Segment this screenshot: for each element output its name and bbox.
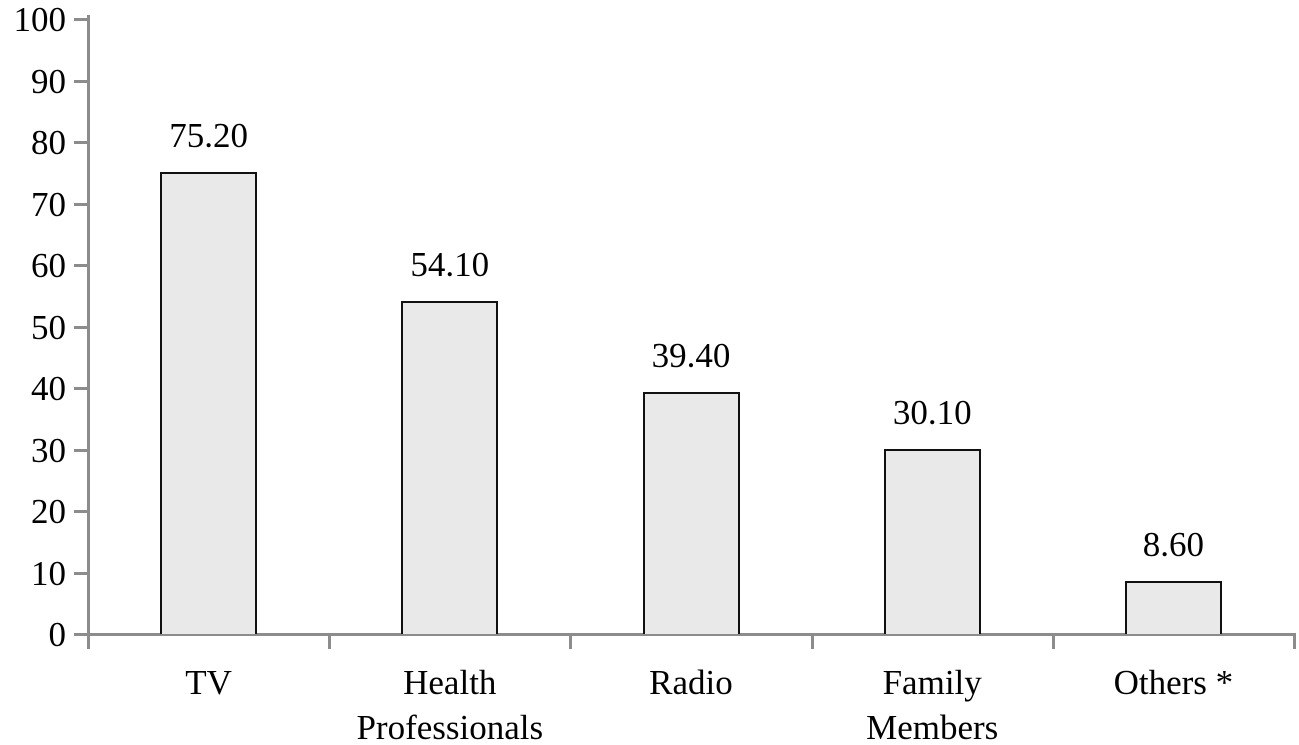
bar-value-others: 8.60 — [1142, 525, 1205, 565]
x-tick — [1293, 633, 1296, 649]
category-label-health-professionals: Health Professionals — [356, 663, 544, 745]
y-tick-label: 70 — [31, 184, 66, 224]
y-tick — [74, 18, 87, 21]
category-label-tv: TV — [185, 663, 232, 702]
bar-others — [1124, 581, 1222, 634]
x-tick — [569, 633, 573, 649]
y-tick — [74, 202, 87, 206]
y-tick — [74, 448, 87, 452]
x-axis-line — [87, 633, 1295, 636]
y-tick-label: 0 — [48, 615, 67, 654]
y-tick — [74, 571, 87, 575]
y-tick — [74, 510, 87, 513]
y-tick — [74, 79, 87, 83]
y-tick-label: 30 — [31, 430, 66, 470]
y-tick-label: 80 — [31, 123, 66, 162]
y-tick — [74, 325, 87, 329]
bar-health-professionals — [401, 301, 499, 634]
x-tick — [87, 633, 90, 649]
bar-value-family-members: 30.10 — [892, 392, 972, 432]
y-tick-label: 20 — [31, 492, 66, 531]
y-tick — [74, 633, 87, 636]
y-tick — [74, 387, 87, 390]
y-tick-label: 40 — [31, 369, 66, 408]
x-tick — [328, 633, 332, 649]
x-tick — [810, 633, 814, 649]
y-tick — [74, 141, 87, 144]
bar-value-tv: 75.20 — [169, 115, 248, 155]
category-label-others: Others * — [1113, 663, 1234, 702]
y-tick-label: 50 — [31, 307, 66, 347]
bar-value-radio: 39.40 — [651, 335, 731, 375]
bar-family-members — [883, 448, 981, 634]
y-tick-label: 60 — [31, 246, 66, 285]
y-tick-label: 10 — [31, 553, 66, 593]
bar-value-health-professionals: 54.10 — [410, 245, 490, 285]
bar-radio — [642, 391, 740, 634]
bar-tv — [160, 171, 258, 634]
category-label-family-members: Family Members — [866, 663, 999, 745]
y-tick — [74, 264, 87, 267]
y-tick-label: 100 — [13, 0, 67, 39]
x-tick — [1051, 633, 1055, 649]
y-axis-line — [87, 15, 90, 649]
y-tick-label: 90 — [31, 61, 66, 101]
category-label-radio: Radio — [649, 663, 733, 702]
